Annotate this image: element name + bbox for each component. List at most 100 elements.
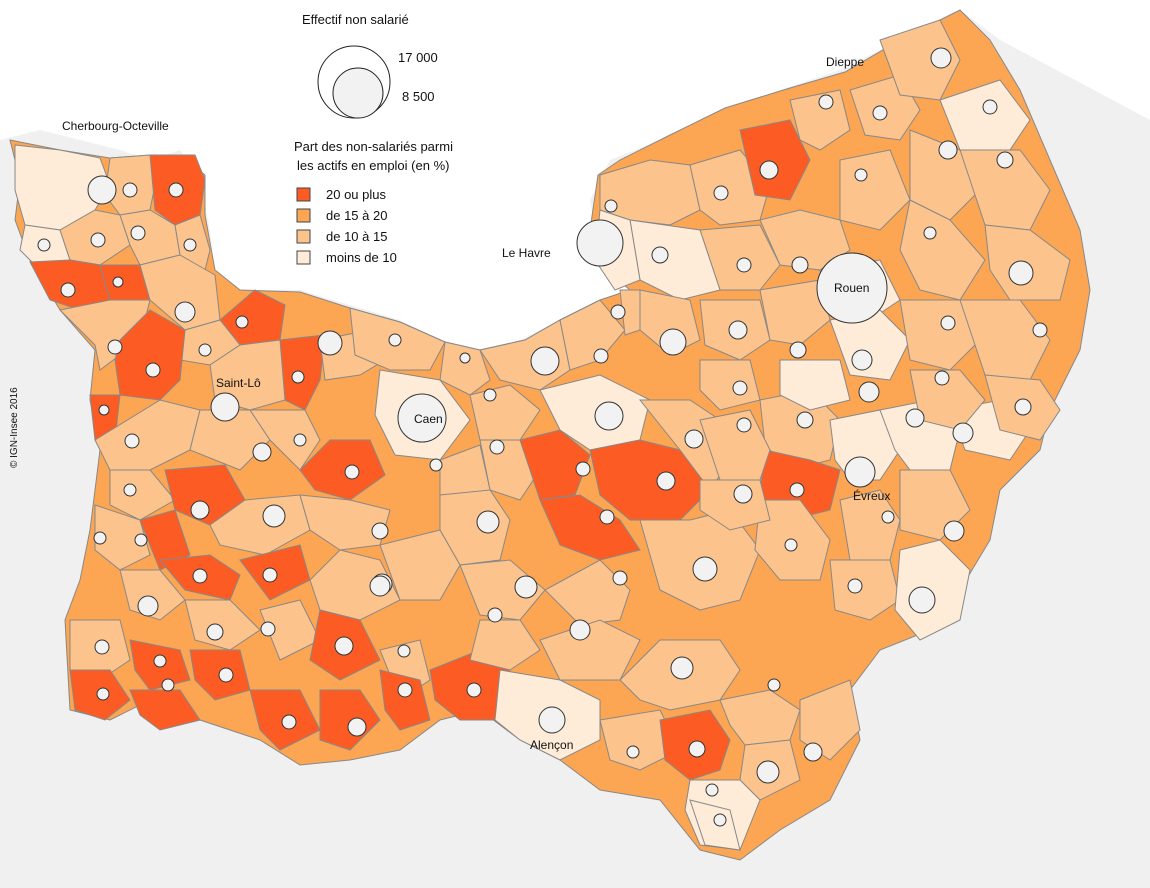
map-zone: [899, 299, 981, 371]
count-circle: [98, 404, 110, 416]
map-zone: [319, 689, 381, 751]
count-circle: [713, 185, 729, 201]
count-circle: [604, 199, 618, 213]
count-circle: [145, 362, 161, 378]
count-circle: [198, 343, 212, 357]
count-circle: [670, 656, 694, 680]
count-circle: [593, 348, 609, 364]
map-zone: [779, 359, 851, 411]
count-circle: [483, 388, 497, 402]
sea: [0, 0, 1150, 350]
credit-text: © IGN-Insee 2016: [9, 387, 20, 468]
count-circle: [659, 328, 687, 356]
map-zone: [539, 494, 641, 561]
count-circle: [96, 687, 110, 701]
count-circle: [153, 654, 167, 668]
count-circle: [796, 411, 814, 429]
count-circle: [122, 182, 138, 198]
count-circle: [733, 484, 753, 504]
map-zone: [699, 409, 771, 481]
map-zone: [739, 119, 811, 201]
map-zone: [544, 559, 631, 626]
legend-class-label: moins de 10: [326, 250, 397, 265]
count-circle: [599, 509, 615, 525]
map-zone: [789, 89, 851, 151]
count-circle: [466, 682, 482, 698]
count-circle: [252, 442, 272, 462]
map-zone: [589, 439, 711, 521]
legend: Effectif non salarié 17 000 8 500 Part des …: [294, 12, 453, 265]
count-circle: [923, 226, 937, 240]
count-circle: [626, 745, 640, 759]
count-circle: [206, 623, 224, 641]
city-label-alencon: Alençon: [530, 738, 573, 752]
map-zone: [939, 79, 1031, 151]
count-circle: [576, 219, 624, 267]
map-zone: [249, 409, 321, 471]
count-circle: [161, 678, 175, 692]
map-zone: [459, 559, 546, 621]
map-zone: [699, 479, 771, 531]
count-circle: [168, 182, 184, 198]
city-label-dieppe: Dieppe: [826, 55, 864, 69]
count-circle: [397, 393, 447, 443]
count-circle: [930, 47, 952, 69]
count-circle: [1014, 398, 1032, 416]
map-zone: [379, 529, 461, 601]
map-zone: [184, 599, 261, 651]
count-circle: [789, 482, 805, 498]
count-circle: [816, 252, 888, 324]
count-circle: [982, 99, 998, 115]
map-zone: [619, 289, 641, 336]
map-zone: [109, 469, 176, 521]
count-circle: [371, 522, 389, 540]
city-label-le_havre: Le Havre: [502, 246, 551, 260]
legend-swatch: [296, 187, 311, 202]
count-circle: [881, 510, 895, 524]
map-zone: [879, 19, 961, 101]
count-circle: [818, 94, 834, 110]
count-circle: [210, 392, 240, 422]
count-circle: [803, 742, 823, 762]
count-circle: [872, 105, 888, 121]
count-circle: [514, 575, 538, 599]
map-zone: [959, 299, 1051, 381]
count-circle: [123, 483, 137, 497]
map-zone: [114, 309, 186, 401]
count-circle: [940, 315, 956, 331]
legend-swatch: [296, 208, 311, 223]
count-circle: [705, 783, 719, 797]
count-circle: [736, 257, 752, 273]
map-zone: [539, 619, 641, 681]
map-zone: [829, 559, 901, 621]
legend-class-title-1: Part des non-salariés parmi: [294, 139, 453, 154]
count-circle: [656, 471, 676, 491]
count-circle: [688, 740, 706, 758]
count-circle: [60, 282, 76, 298]
count-circle: [1008, 260, 1034, 286]
count-circle: [844, 456, 876, 488]
map-zone: [799, 679, 861, 761]
count-circle: [137, 595, 159, 617]
count-circle: [732, 380, 748, 396]
legend-size-large: 17 000: [398, 50, 438, 65]
count-circle: [934, 370, 950, 386]
count-circle: [192, 568, 208, 584]
count-circle: [235, 315, 249, 329]
count-circle: [756, 760, 780, 784]
count-circle: [858, 381, 880, 403]
legend-class-label: 20 ou plus: [326, 187, 386, 202]
count-circle: [134, 533, 148, 547]
map-zone: [299, 439, 386, 501]
count-circle: [347, 717, 367, 737]
count-circle: [112, 276, 124, 288]
city-label-evreux: Évreux: [853, 488, 890, 503]
count-circle: [996, 151, 1014, 169]
count-circle: [908, 586, 936, 614]
count-circle: [459, 352, 471, 364]
map-zone: [94, 504, 151, 571]
count-circle: [388, 333, 402, 347]
count-circle: [538, 706, 566, 734]
count-circle: [369, 575, 391, 597]
